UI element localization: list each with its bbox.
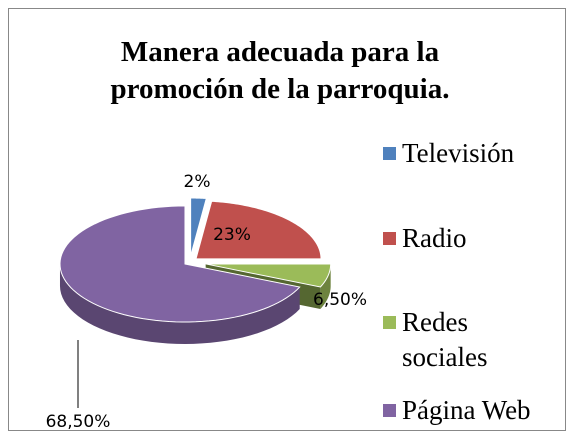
pie-slice (195, 200, 322, 260)
legend-swatch (383, 147, 396, 160)
legend-entry: Radio (383, 221, 568, 256)
legend-swatch (383, 404, 396, 417)
legend-swatch (383, 232, 396, 245)
legend-entry: Página Web (383, 393, 568, 428)
pie-slice (59, 205, 301, 323)
data-label: 6,50% (313, 290, 367, 310)
legend-swatch (383, 316, 396, 329)
pie-slice (190, 197, 207, 257)
data-label: 68,50% (46, 412, 111, 432)
pie-slice (205, 263, 332, 288)
legend-label: Radio (402, 223, 467, 253)
chart-border (8, 8, 566, 431)
chart-title: Manera adecuada para la promoción de la … (110, 36, 450, 105)
legend-label: Televisión (402, 138, 515, 168)
legend-entry: Televisión (383, 136, 568, 171)
slice-side (59, 263, 300, 344)
legend-label: Redes sociales (402, 307, 488, 372)
legend-entry: Redes sociales (383, 305, 568, 375)
slice-side (320, 263, 331, 309)
data-label: 2% (184, 172, 211, 192)
data-label: 23% (213, 225, 251, 245)
legend-label: Página Web (402, 395, 531, 425)
